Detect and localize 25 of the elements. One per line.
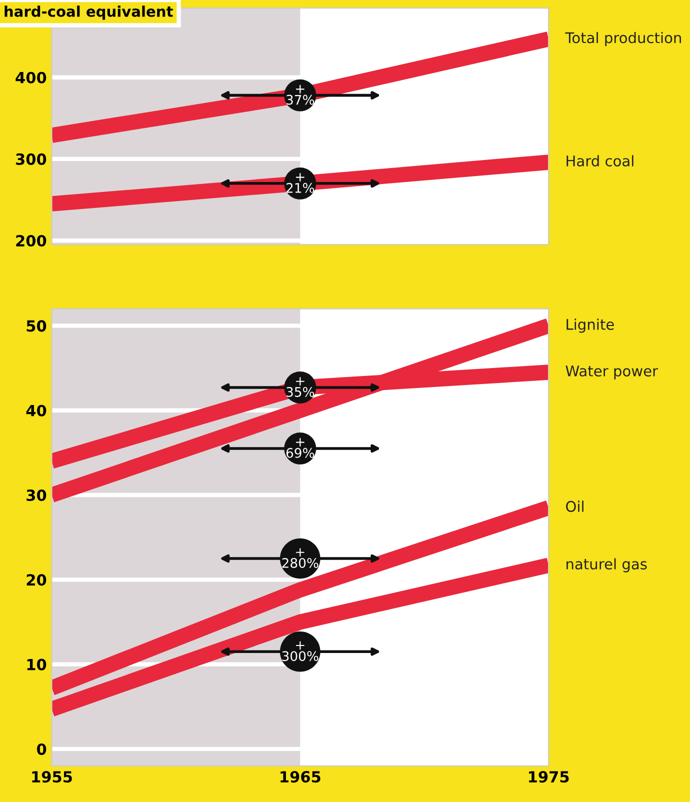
y-tick-label: 40 [26, 404, 46, 416]
series-label: Lignite [566, 318, 614, 333]
series-label: naturel gas [566, 558, 647, 572]
y-tick-label: 10 [27, 658, 46, 670]
y-tick-label: 400 [16, 72, 46, 84]
chart-title: hard-coal equivalent [4, 6, 173, 20]
y-tick-label: 300 [16, 153, 46, 165]
annotation: + 69% [286, 438, 314, 458]
x-tick-label: 1975 [529, 771, 569, 783]
y-tick-label: 30 [26, 489, 46, 502]
x-tick-label: 1955 [32, 771, 72, 783]
y-tick-label: 50 [26, 320, 46, 332]
series-label: Oil [566, 500, 584, 512]
annotation: + 300% [282, 641, 318, 662]
y-tick-label: 0 [36, 743, 46, 755]
annotation: + 35% [286, 377, 314, 397]
series-label: Total production [565, 32, 681, 46]
annotation: + 280% [282, 548, 318, 568]
annotation: + 37% [286, 85, 314, 105]
x-tick-label: 1965 [280, 771, 320, 783]
annotation: + 21% [286, 173, 314, 193]
y-tick-label: 200 [16, 234, 46, 247]
series-label: Water power [566, 366, 658, 380]
y-tick-label: 20 [26, 574, 46, 586]
series-label: Hard coal [566, 155, 634, 166]
